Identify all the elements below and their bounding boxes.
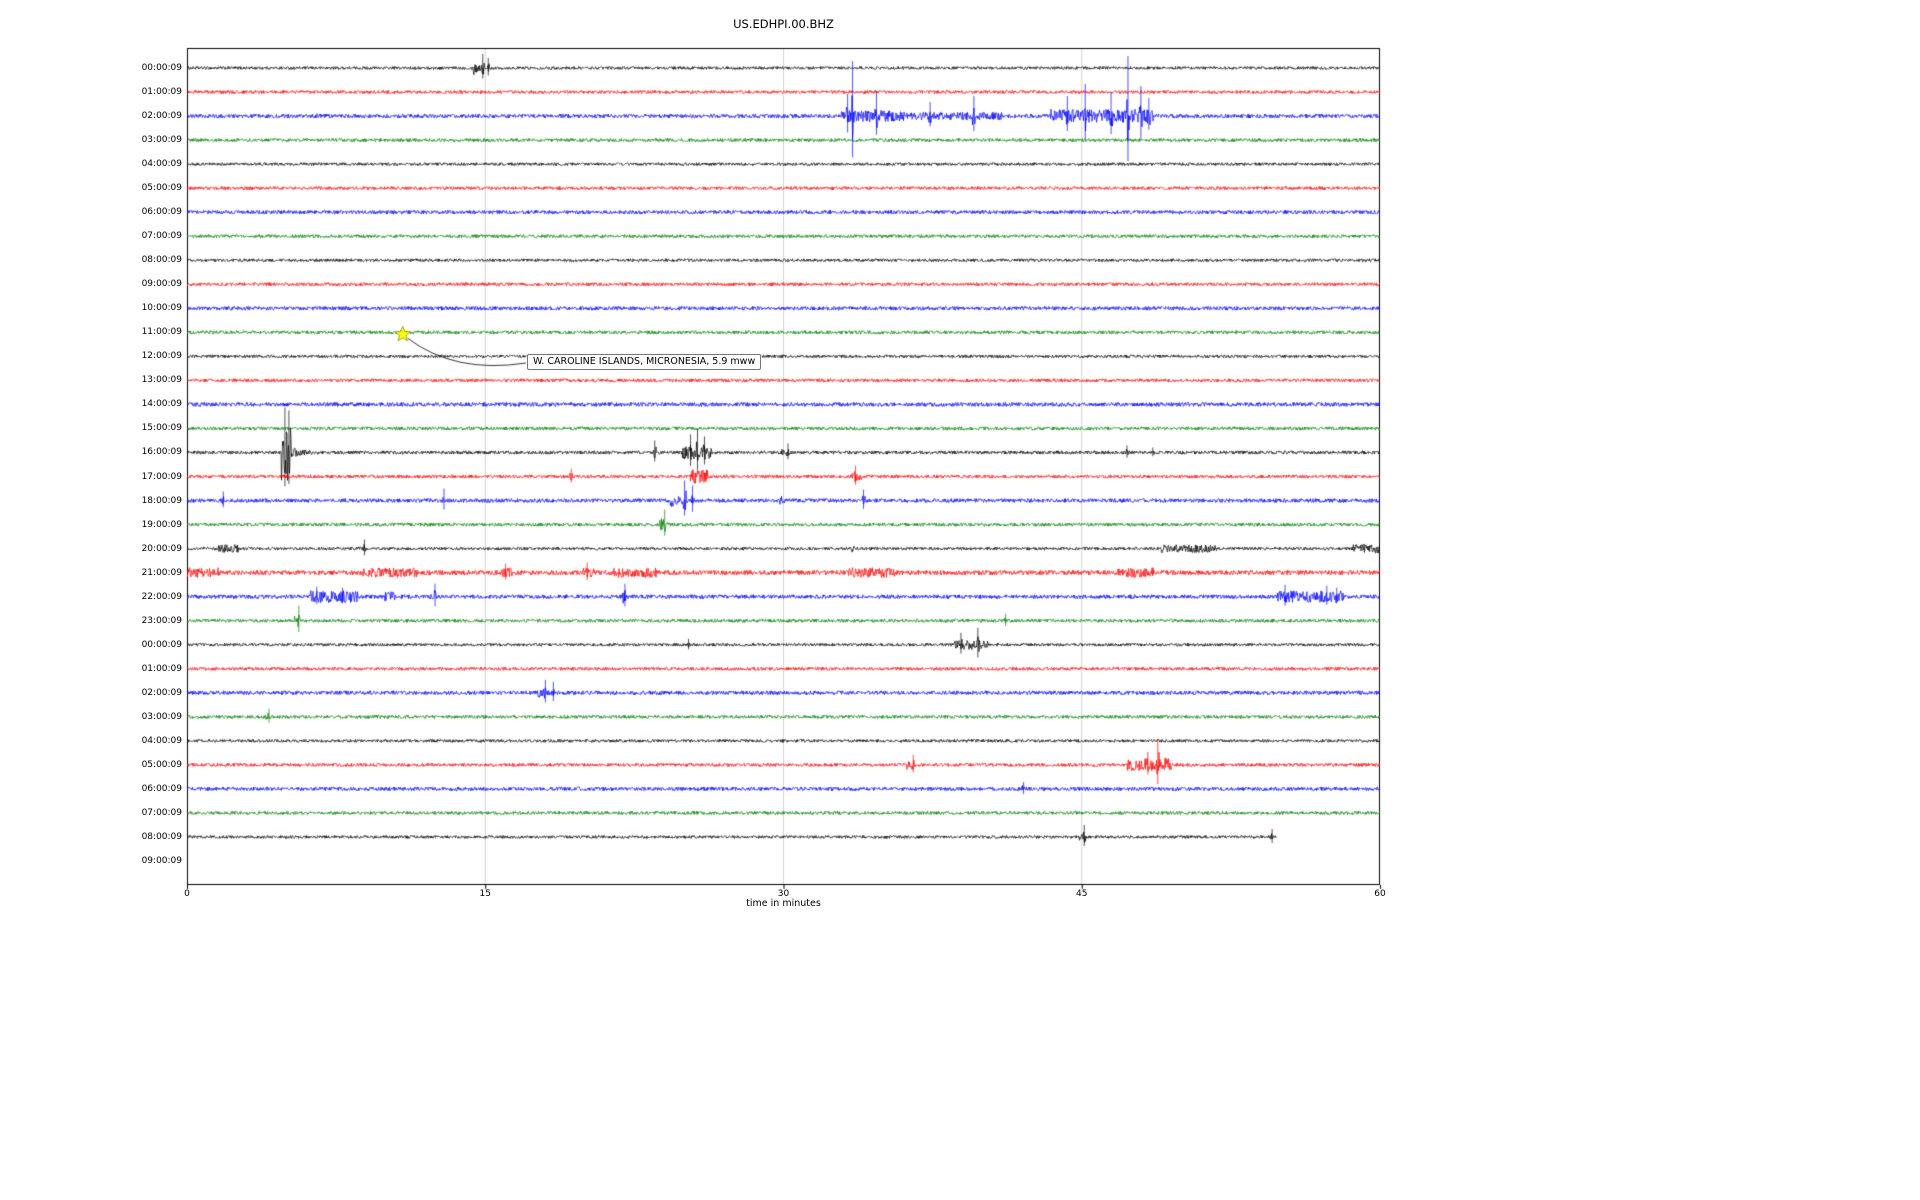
row-label: 19:00:09 [141, 519, 182, 530]
row-label: 06:00:09 [141, 207, 182, 218]
x-tick-label: 30 [777, 889, 790, 899]
chart-title: US.EDHPI.00.BHZ [733, 17, 834, 31]
row-label: 20:00:09 [141, 543, 182, 554]
row-label: 18:00:09 [141, 495, 182, 506]
row-label: 10:00:09 [141, 303, 182, 314]
x-tick-label: 15 [479, 889, 491, 899]
row-label: 08:00:09 [141, 255, 182, 266]
row-label: 14:00:09 [141, 399, 182, 410]
row-label: 04:00:09 [141, 735, 182, 746]
row-label: 03:00:09 [141, 711, 182, 722]
row-label: 23:00:09 [141, 615, 182, 626]
row-label: 07:00:09 [141, 231, 182, 242]
row-label: 02:00:09 [141, 687, 182, 698]
row-label: 09:00:09 [141, 279, 182, 290]
row-label: 15:00:09 [141, 423, 182, 434]
row-label: 01:00:09 [141, 663, 182, 674]
row-label: 12:00:09 [141, 351, 182, 362]
row-label: 07:00:09 [141, 807, 182, 818]
row-label: 00:00:09 [141, 639, 182, 650]
row-label: 01:00:09 [141, 87, 182, 98]
event-annotation: W. CAROLINE ISLANDS, MICRONESIA, 5.9 mww [527, 354, 762, 370]
row-label: 05:00:09 [141, 183, 182, 194]
row-label: 22:00:09 [141, 591, 182, 602]
row-label: 09:00:09 [141, 855, 182, 866]
x-tick-label: 60 [1374, 889, 1386, 899]
row-label: 17:00:09 [141, 471, 182, 482]
row-label: 16:00:09 [141, 447, 182, 458]
row-label: 13:00:09 [141, 375, 182, 386]
row-label: 03:00:09 [141, 135, 182, 146]
row-label: 05:00:09 [141, 759, 182, 770]
row-label: 04:00:09 [141, 159, 182, 170]
x-tick-label: 45 [1076, 889, 1088, 899]
row-label: 06:00:09 [141, 783, 182, 794]
x-tick-label: 0 [184, 889, 190, 899]
x-axis-label: time in minutes [746, 898, 821, 909]
row-label: 21:00:09 [141, 567, 182, 578]
row-label: 08:00:09 [141, 831, 182, 842]
row-label: 00:00:09 [141, 63, 182, 73]
row-label: 11:00:09 [141, 327, 182, 338]
row-label: 02:00:09 [141, 111, 182, 122]
